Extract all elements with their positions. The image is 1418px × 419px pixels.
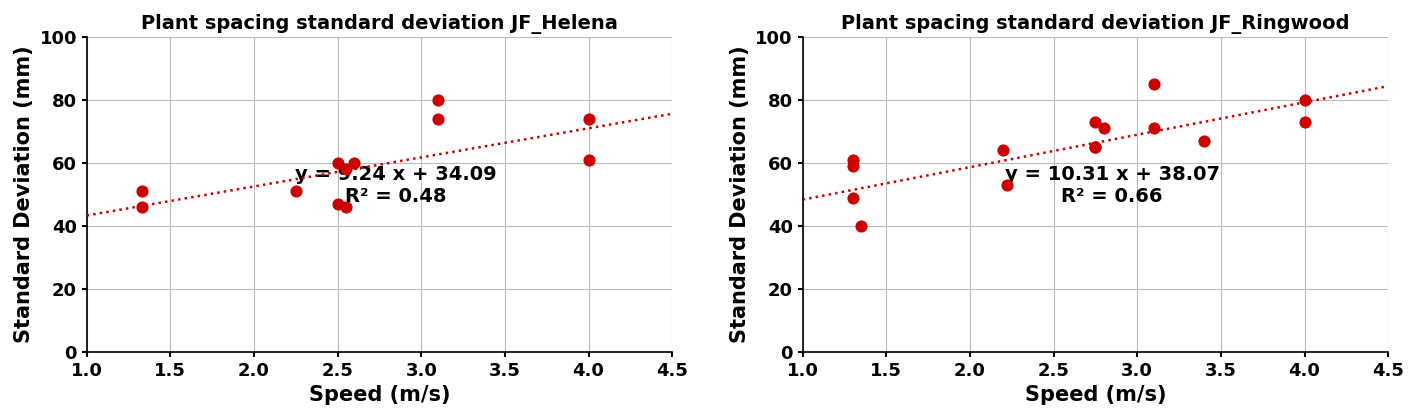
- Point: [849, 222, 872, 229]
- Point: [1092, 125, 1115, 132]
- Point: [1083, 119, 1106, 126]
- Point: [326, 201, 349, 207]
- Point: [427, 97, 450, 103]
- Point: [427, 116, 450, 122]
- Y-axis label: Standard Deviation (mm): Standard Deviation (mm): [14, 46, 34, 343]
- Point: [1293, 97, 1316, 103]
- Point: [285, 188, 308, 195]
- X-axis label: Speed (m/s): Speed (m/s): [309, 385, 450, 405]
- Point: [1193, 138, 1215, 145]
- Point: [335, 166, 357, 173]
- Point: [326, 160, 349, 166]
- Point: [993, 147, 1015, 154]
- X-axis label: Speed (m/s): Speed (m/s): [1025, 385, 1166, 405]
- Text: y = 10.31 x + 38.07
R² = 0.66: y = 10.31 x + 38.07 R² = 0.66: [1004, 165, 1219, 206]
- Point: [1143, 81, 1166, 88]
- Text: y = 9.24 x + 34.09
R² = 0.48: y = 9.24 x + 34.09 R² = 0.48: [295, 165, 496, 206]
- Point: [841, 163, 864, 170]
- Title: Plant spacing standard deviation JF_Helena: Plant spacing standard deviation JF_Hele…: [140, 14, 618, 34]
- Title: Plant spacing standard deviation JF_Ringwood: Plant spacing standard deviation JF_Ring…: [841, 14, 1350, 34]
- Point: [335, 204, 357, 210]
- Point: [577, 116, 600, 122]
- Y-axis label: Standard Deviation (mm): Standard Deviation (mm): [730, 46, 750, 343]
- Point: [343, 160, 366, 166]
- Point: [130, 204, 153, 210]
- Point: [130, 188, 153, 195]
- Point: [1083, 144, 1106, 151]
- Point: [1083, 144, 1106, 151]
- Point: [577, 157, 600, 163]
- Point: [1293, 119, 1316, 126]
- Point: [995, 182, 1018, 189]
- Point: [841, 194, 864, 201]
- Point: [1143, 125, 1166, 132]
- Point: [841, 157, 864, 163]
